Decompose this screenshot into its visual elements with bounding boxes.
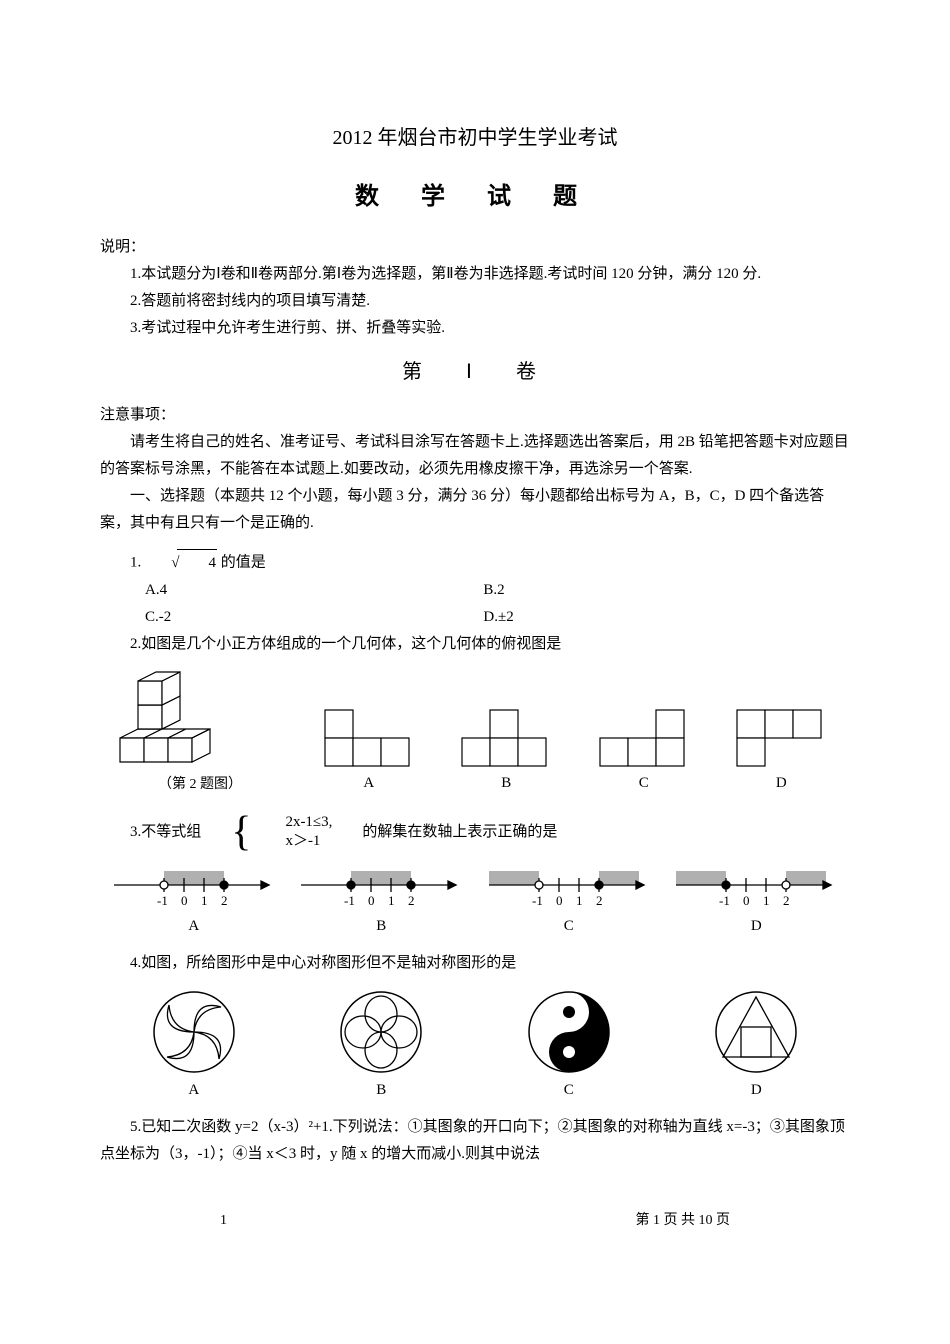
q1-option-a: A.4 <box>145 577 483 604</box>
instruction-1: 1.本试题分为Ⅰ卷和Ⅱ卷两部分.第Ⅰ卷为选择题，第Ⅱ卷为非选择题.考试时间 12… <box>100 261 850 288</box>
q2-caption: （第 2 题图） <box>100 772 300 797</box>
part1-title: 第 Ⅰ 卷 <box>100 354 850 390</box>
q3-numberline-a: -1 0 1 2 <box>109 863 279 913</box>
svg-text:-1: -1 <box>532 893 543 908</box>
svg-text:2: 2 <box>783 893 790 908</box>
sqrt-icon: 4 <box>141 549 217 577</box>
q4-figure-c <box>524 987 614 1077</box>
svg-text:2: 2 <box>221 893 228 908</box>
q4-label-d: D <box>711 1077 801 1104</box>
question-2: 2.如图是几个小正方体组成的一个几何体，这个几何体的俯视图是 <box>100 631 850 658</box>
q4-label-b: B <box>336 1077 426 1104</box>
q1-option-b: B.2 <box>483 577 821 604</box>
q3-label-d: D <box>671 913 841 940</box>
q1-option-d: D.±2 <box>483 604 821 631</box>
q4-figure-a <box>149 987 239 1077</box>
svg-text:2: 2 <box>408 893 415 908</box>
q3-numberline-c: -1 0 1 2 <box>484 863 654 913</box>
q3-brace: { 2x-1≤3, x＞-1 <box>201 811 332 853</box>
exam-title: 2012 年烟台市初中学生学业考试 <box>100 120 850 156</box>
svg-text:-1: -1 <box>157 893 168 908</box>
q4-figure-d <box>711 987 801 1077</box>
q2-option-c-figure <box>596 706 692 770</box>
q2-label-a: A <box>321 770 417 797</box>
q3-ineq-2: x＞-1 <box>255 832 332 852</box>
q4-figure-b <box>336 987 426 1077</box>
q2-label-b: B <box>458 770 554 797</box>
q3-label-c: C <box>484 913 654 940</box>
svg-text:1: 1 <box>576 893 583 908</box>
q4-label-a: A <box>149 1077 239 1104</box>
brace-icon: { <box>201 811 251 853</box>
q1-sqrt-arg: 4 <box>177 549 217 577</box>
notice-text: 请考生将自己的姓名、准考证号、考试科目涂写在答题卡上.选择题选出答案后，用 2B… <box>100 429 850 483</box>
instructions-label: 说明： <box>100 234 850 261</box>
q1-prefix: 1. <box>130 555 141 571</box>
q4-diagrams: A B C D <box>100 987 850 1104</box>
instruction-3: 3.考试过程中允许考生进行剪、拼、折叠等实验. <box>100 315 850 342</box>
q2-geometry-figure <box>100 668 250 768</box>
q3-diagrams: -1 0 1 2 A -1 0 1 2 B <box>100 863 850 940</box>
svg-text:0: 0 <box>181 893 188 908</box>
svg-text:1: 1 <box>201 893 208 908</box>
page-footer: 1 第 1 页 共 10 页 <box>100 1208 850 1233</box>
svg-text:-1: -1 <box>344 893 355 908</box>
question-5: 5.已知二次函数 y=2（x-3）²+1.下列说法：①其图象的开口向下；②其图象… <box>100 1114 850 1168</box>
svg-text:0: 0 <box>368 893 375 908</box>
svg-text:0: 0 <box>743 893 750 908</box>
notice-label: 注意事项： <box>100 402 850 429</box>
question-4: 4.如图，所给图形中是中心对称图形但不是轴对称图形的是 <box>100 950 850 977</box>
q2-label-c: C <box>596 770 692 797</box>
page-number: 1 <box>220 1208 227 1233</box>
q3-suffix: 的解集在数轴上表示正确的是 <box>332 819 557 846</box>
subject-title: 数 学 试 题 <box>100 176 850 219</box>
instruction-2: 2.答题前将密封线内的项目填写清楚. <box>100 288 850 315</box>
q3-label-b: B <box>296 913 466 940</box>
svg-text:2: 2 <box>596 893 603 908</box>
q4-label-c: C <box>524 1077 614 1104</box>
q1-suffix: 的值是 <box>217 555 266 571</box>
svg-text:1: 1 <box>763 893 770 908</box>
q3-numberline-b: -1 0 1 2 <box>296 863 466 913</box>
svg-text:-1: -1 <box>719 893 730 908</box>
svg-text:1: 1 <box>388 893 395 908</box>
q3-prefix: 3.不等式组 <box>100 819 201 846</box>
q3-numberline-d: -1 0 1 2 <box>671 863 841 913</box>
svg-text:0: 0 <box>556 893 563 908</box>
section1-heading: 一、选择题（本题共 12 个小题，每小题 3 分，满分 36 分）每小题都给出标… <box>100 483 850 537</box>
q3-label-a: A <box>109 913 279 940</box>
q2-diagrams: （第 2 题图） A B <box>100 668 850 797</box>
q3-ineq-1: 2x-1≤3, <box>255 813 332 833</box>
q2-option-d-figure <box>733 706 829 770</box>
q2-option-a-figure <box>321 706 417 770</box>
q2-option-b-figure <box>458 706 554 770</box>
q2-label-d: D <box>733 770 829 797</box>
question-1: 1. 4 的值是 <box>100 549 850 577</box>
page-info: 第 1 页 共 10 页 <box>636 1208 731 1233</box>
q1-option-c: C.-2 <box>145 604 483 631</box>
